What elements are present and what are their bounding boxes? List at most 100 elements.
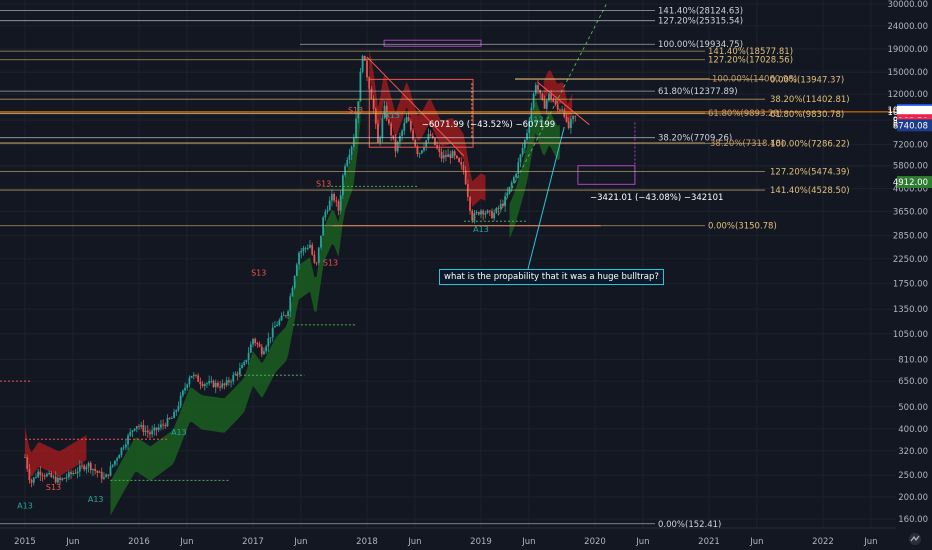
candle-body [326, 210, 329, 212]
candle-body [236, 373, 239, 375]
candle-body [210, 380, 213, 382]
candle-body [438, 148, 441, 152]
candle-body [30, 480, 33, 483]
candle-body [569, 119, 572, 129]
candle-body [124, 444, 127, 448]
td-sequential-label: A13 [88, 495, 104, 504]
candle-body [385, 105, 388, 120]
price-tick-label: 30000.00 [887, 0, 928, 10]
candle-body [495, 208, 498, 213]
td-labels-layer: A13 A13 A13 A13 A13 A13 S13 S13 S13 S13 S13 [17, 106, 543, 510]
candle-body [574, 115, 577, 117]
candle-body [72, 473, 75, 475]
price-tick-label: 650.00 [898, 377, 928, 387]
candle-body [539, 89, 542, 94]
fib-levels-layer: 141.40%(28124.63)127.20%(25315.54) 100.00… [0, 6, 850, 530]
time-tick-label: 2022 [812, 537, 834, 547]
time-tick-label: Jun [179, 537, 193, 547]
candle-body [366, 60, 368, 78]
candle-body [276, 324, 279, 327]
candle-body [111, 464, 114, 467]
candle-body [548, 93, 550, 101]
candle-body [142, 425, 145, 432]
candle-body [510, 182, 513, 187]
time-tick-label: Jun [635, 537, 649, 547]
candle-body [390, 123, 393, 136]
candle-body [449, 154, 452, 158]
candle-body [43, 475, 46, 477]
candle-body [346, 160, 349, 167]
candle-body [181, 390, 184, 396]
candle-body [484, 213, 487, 215]
grid-layer [0, 0, 896, 528]
price-tick-label: 2250.00 [893, 255, 928, 265]
candle-body [458, 157, 460, 162]
candle-body [445, 155, 447, 157]
price-tick-label: 200.00 [898, 493, 928, 503]
candle-body [100, 471, 103, 479]
candle-body [37, 471, 40, 478]
price-tick-label: 24000.00 [887, 22, 928, 32]
candle-body [420, 150, 423, 154]
candle-body [212, 380, 215, 388]
candle-body [455, 155, 458, 158]
time-axis[interactable]: 2015 Jun 2016 Jun 2017 Jun 2018 Jun 2019 Jun 2020 J… [0, 527, 896, 547]
candle-body [328, 200, 331, 211]
fib-level-label: 141.40%(18577.81) [708, 47, 793, 57]
candle-body [434, 137, 436, 146]
candle-body [480, 210, 482, 215]
candle-body [265, 346, 268, 352]
time-tick-label: 2018 [356, 537, 378, 547]
candle-body [116, 458, 118, 461]
candle-body [572, 115, 574, 120]
candle-body [407, 117, 410, 121]
candle-body [392, 135, 395, 139]
candle-body [24, 457, 26, 458]
candle-body [118, 455, 121, 459]
candle-body [289, 296, 292, 312]
candle-body [379, 137, 382, 143]
td-sequential-label: S13 [348, 106, 363, 115]
candle-body [83, 465, 86, 470]
candle-body [377, 123, 379, 143]
candle-body [26, 457, 29, 469]
candles-layer [24, 54, 577, 488]
time-tick-label: Jun [521, 537, 535, 547]
candle-body [331, 193, 333, 201]
fib-level-label: 38.20%(7318.48) [710, 139, 784, 149]
candle-body [179, 395, 182, 406]
candle-body [234, 373, 237, 375]
candle-body [258, 344, 261, 347]
candle-body [398, 136, 401, 142]
candle-body [177, 405, 180, 411]
candle-body [561, 109, 564, 111]
candle-body [243, 362, 246, 366]
candle-body [67, 472, 70, 478]
td-sequential-label: S13 [316, 179, 331, 188]
candle-body [260, 346, 263, 355]
candle-body [269, 337, 272, 339]
candle-body [565, 116, 568, 122]
candle-body [282, 315, 285, 317]
candle-body [61, 478, 64, 480]
candle-body [162, 424, 165, 426]
price-tick-label: 2850.00 [893, 232, 928, 242]
candle-body [63, 478, 66, 480]
price-tag-box [897, 176, 932, 189]
candle-body [339, 195, 342, 211]
candle-body [469, 196, 471, 211]
fib-level-label: 0.00%(152.41) [658, 520, 721, 530]
candle-body [146, 430, 149, 433]
fib-level-label: 127.20%(5474.39) [770, 167, 850, 177]
candle-body [359, 71, 362, 102]
price-tags-layer: 10193.5810020.589219.019182.508900.90874… [887, 104, 932, 189]
candle-body [466, 184, 469, 197]
fib-level-label: 100.00%(7286.22) [770, 139, 850, 149]
candle-body [493, 212, 496, 219]
candle-body [192, 374, 195, 376]
price-tick-label: 4600.00 [893, 185, 928, 195]
candle-body [238, 368, 241, 375]
tradingview-logo-icon[interactable] [908, 532, 922, 546]
resistance-line-2018 [366, 56, 465, 157]
